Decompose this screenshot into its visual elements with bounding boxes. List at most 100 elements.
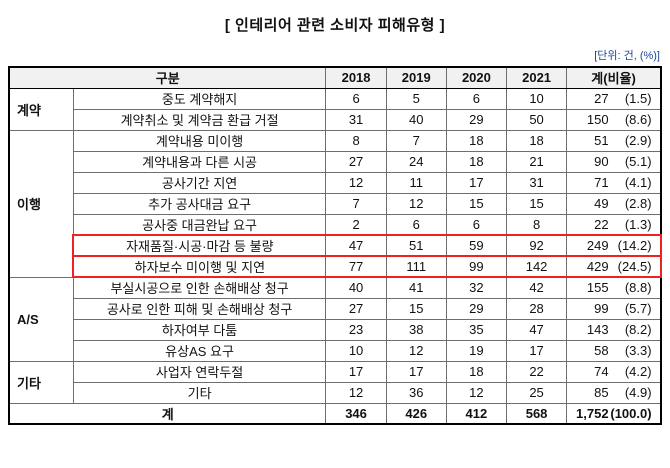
row-total-count: 74 — [594, 364, 609, 379]
header-row: 구분 2018 2019 2020 2021 계(비율) — [8, 66, 662, 89]
row-total-percent: (8.2) — [624, 322, 652, 337]
row-total-percent: (5.1) — [624, 154, 652, 169]
row-total-count: 58 — [594, 343, 609, 358]
year-value: 31 — [325, 108, 387, 131]
year-value: 15 — [505, 192, 568, 215]
row-total-cell: 74 (4.2) — [566, 360, 662, 383]
table-row: 공사기간 지연 12 11 17 31 71 (4.1) — [9, 171, 662, 194]
row-total-cell: 155 (8.8) — [566, 276, 662, 299]
grand-total-row: 계 346 426 412 568 1,752 (100.0) — [8, 402, 662, 425]
table-row: 이행 계약내용 미이행 8 7 18 18 51 (2.9) — [8, 129, 662, 278]
table-row: A/S 부실시공으로 인한 손해배상 청구 40 41 32 42 155 (8.8) — [8, 276, 662, 362]
row-label: 공사기간 지연 — [72, 171, 327, 194]
year-value: 12 — [385, 192, 447, 215]
year-value: 92 — [505, 234, 568, 257]
year-value: 12 — [325, 171, 387, 194]
year-value: 27 — [325, 297, 387, 320]
row-total-percent: (24.5) — [617, 259, 652, 274]
row-total-percent: (2.8) — [624, 196, 652, 211]
year-value: 47 — [325, 234, 387, 257]
report-figure: [ 인테리어 관련 소비자 피해유형 ] [단위: 건, (%)] 구분 201… — [8, 17, 663, 425]
year-value: 17 — [325, 360, 387, 383]
group-label: 계약 — [8, 87, 74, 131]
row-total-cell: 143 (8.2) — [566, 318, 662, 341]
table-row: 기타 사업자 연락두절 17 17 18 22 74 (4.2) — [8, 360, 662, 404]
header-year-2021: 2021 — [505, 66, 568, 89]
header-year-2019: 2019 — [385, 66, 447, 89]
row-total-count: 90 — [594, 154, 609, 169]
row-label: 하자여부 다툼 — [72, 318, 327, 341]
year-value: 7 — [385, 129, 447, 152]
row-total-count: 429 — [586, 259, 609, 274]
year-value: 8 — [505, 213, 568, 236]
row-total-percent: (8.6) — [624, 112, 652, 127]
row-total-count: 71 — [594, 175, 609, 190]
row-total-cell: 49 (2.8) — [566, 192, 662, 215]
year-value: 41 — [385, 276, 447, 299]
year-value: 40 — [385, 108, 447, 131]
row-total-cell: 90 (5.1) — [566, 150, 662, 173]
row-total-cell: 22 (1.3) — [566, 213, 662, 236]
row-label: 사업자 연락두절 — [72, 360, 327, 383]
year-value: 42 — [505, 276, 568, 299]
year-value: 18 — [445, 129, 507, 152]
year-value: 31 — [505, 171, 568, 194]
year-value: 99 — [445, 255, 507, 278]
header-total: 계(비율) — [566, 66, 662, 89]
header-year-2020: 2020 — [445, 66, 507, 89]
year-value: 36 — [385, 381, 447, 404]
year-value: 18 — [445, 360, 507, 383]
year-value: 28 — [505, 297, 568, 320]
group-label: 이행 — [8, 129, 74, 278]
table-body: 계약 중도 계약해지 6 5 6 10 27 (1.5) 계약취소 및 계약금 환급 거절 31 4… — [8, 87, 663, 425]
row-label: 추가 공사대금 요구 — [72, 192, 327, 215]
year-value: 38 — [385, 318, 447, 341]
row-label: 공사로 인한 피해 및 손해배상 청구 — [72, 297, 327, 320]
year-value: 40 — [325, 276, 387, 299]
row-label: 계약내용과 다른 시공 — [72, 150, 327, 173]
year-value: 6 — [445, 213, 507, 236]
row-total-percent: (1.5) — [624, 91, 652, 106]
row-total-count: 249 — [586, 238, 609, 253]
year-value: 29 — [445, 108, 507, 131]
year-value: 6 — [445, 87, 507, 110]
year-value: 22 — [505, 360, 568, 383]
year-value: 25 — [505, 381, 568, 404]
year-value: 59 — [445, 234, 507, 257]
year-value: 18 — [445, 150, 507, 173]
row-total-cell: 85 (4.9) — [566, 381, 662, 404]
row-total-cell: 51 (2.9) — [566, 129, 662, 152]
row-total-percent: (4.2) — [624, 364, 652, 379]
grand-total-label: 계 — [8, 402, 327, 425]
row-label: 공사중 대금완납 요구 — [72, 213, 327, 236]
year-value: 142 — [505, 255, 568, 278]
table-row: 계약 중도 계약해지 6 5 6 10 27 (1.5) — [8, 87, 662, 131]
row-label: 유상AS 요구 — [72, 339, 327, 362]
row-total-count: 99 — [594, 301, 609, 316]
row-total-count: 143 — [586, 322, 609, 337]
table-row: 추가 공사대금 요구 7 12 15 15 49 (2.8) — [9, 192, 662, 215]
row-total-cell: 429 (24.5) — [566, 255, 663, 278]
row-total-cell: 71 (4.1) — [566, 171, 662, 194]
header-category: 구분 — [8, 66, 327, 89]
row-label: 중도 계약해지 — [72, 87, 327, 110]
row-total-count: 49 — [594, 196, 609, 211]
year-value: 17 — [505, 339, 568, 362]
row-total-cell: 99 (5.7) — [566, 297, 662, 320]
row-total-count: 155 — [586, 280, 609, 296]
year-value: 17 — [445, 171, 507, 194]
group-label: A/S — [8, 276, 74, 362]
year-value: 47 — [505, 318, 568, 341]
year-value: 35 — [445, 318, 507, 341]
row-label: 계약취소 및 계약금 환급 거절 — [72, 108, 327, 131]
year-value: 6 — [325, 87, 387, 110]
row-label: 하자보수 미이행 및 지연 — [72, 255, 327, 278]
year-value: 12 — [325, 381, 387, 404]
row-total-cell: 150 (8.6) — [566, 108, 662, 131]
year-value: 51 — [385, 234, 447, 257]
year-value: 15 — [445, 192, 507, 215]
year-value: 18 — [505, 129, 568, 152]
highlighted-row: 하자보수 미이행 및 지연 77 111 99 142 429 (24.5) — [9, 255, 663, 278]
row-total-percent: (4.9) — [624, 385, 652, 400]
table-row: 기타 12 36 12 25 85 (4.9) — [9, 381, 662, 404]
